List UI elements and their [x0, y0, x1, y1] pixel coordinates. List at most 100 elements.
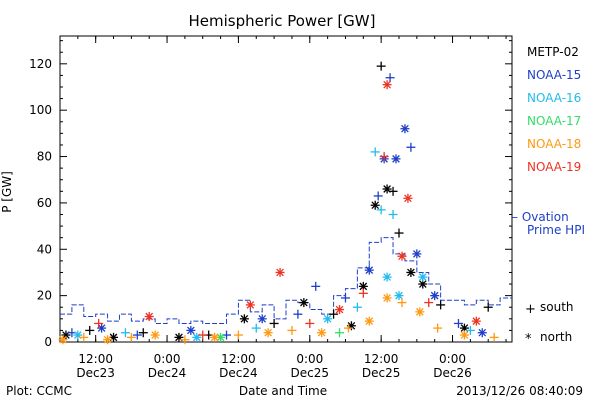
- x-tick-time-label: 12:00: [78, 352, 113, 366]
- marker-stroke: [460, 331, 469, 339]
- data-point: [103, 335, 113, 345]
- marker-key-text: north: [540, 330, 572, 344]
- data-point: [180, 335, 190, 345]
- data-point: [150, 330, 160, 340]
- x-tick-time-label: 12:00: [364, 352, 399, 366]
- marker-stroke: [264, 328, 272, 337]
- data-point: [94, 318, 104, 328]
- y-tick-label: 20: [37, 289, 52, 303]
- x-tick-date-label: Dec24: [148, 366, 187, 380]
- marker-stroke: [365, 317, 374, 325]
- data-point: [489, 332, 499, 342]
- marker-stroke: [401, 124, 409, 133]
- data-point: [251, 323, 261, 333]
- marker-key-text: south: [540, 300, 574, 314]
- data-point: [329, 309, 339, 319]
- data-point: [394, 228, 404, 238]
- y-tick-label: 100: [29, 103, 52, 117]
- marker-stroke: [300, 298, 308, 307]
- x-tick-date-label: Dec26: [433, 366, 472, 380]
- data-point: [394, 291, 404, 301]
- marker-stroke: [210, 333, 219, 342]
- marker-stroke: [246, 301, 255, 309]
- data-point: [97, 323, 107, 333]
- marker-stroke: [395, 291, 403, 300]
- data-point: [239, 314, 249, 324]
- x-tick-time-label: 0:00: [154, 352, 181, 366]
- marker-stroke: [413, 250, 421, 258]
- marker-stroke: [430, 291, 439, 300]
- x-tick-date-label: Dec25: [362, 366, 401, 380]
- data-point: [483, 302, 493, 312]
- marker-stroke: [371, 201, 380, 210]
- x-tick-time-label: 0:00: [296, 352, 323, 366]
- marker-stroke: [187, 326, 195, 335]
- chart-title: Hemispheric Power [GW]: [189, 12, 376, 30]
- data-point: [299, 298, 309, 308]
- marker-stroke: [418, 280, 427, 288]
- data-point: [364, 316, 374, 326]
- data-point: [477, 328, 487, 338]
- marker-stroke: [216, 333, 225, 342]
- data-point: [382, 293, 392, 303]
- data-point: [263, 328, 273, 338]
- data-point: [412, 249, 422, 259]
- data-point: [269, 318, 279, 328]
- data-point: [340, 293, 350, 303]
- legend-entry: NOAA-19: [527, 160, 581, 174]
- data-point: [370, 200, 380, 210]
- data-point: [459, 330, 469, 340]
- marker-stroke: [418, 273, 427, 281]
- marker-stroke: [404, 194, 412, 203]
- y-tick-label: 40: [37, 242, 52, 256]
- marker-stroke: [460, 324, 469, 332]
- y-axis-label: P [GW]: [0, 171, 14, 213]
- data-point: [391, 154, 401, 164]
- marker-stroke: [276, 268, 284, 277]
- x-axis-ticks: 12:00Dec230:00Dec2412:00Dec240:00Dec2512…: [59, 36, 507, 380]
- data-point: [424, 298, 434, 308]
- data-point: [198, 330, 208, 340]
- y-axis-ticks: 0 20 40 60 80 100 120: [29, 40, 512, 349]
- x-tick-date-label: Dec25: [291, 366, 330, 380]
- marker-stroke: [240, 314, 249, 323]
- legend-entry: METP-02: [527, 45, 579, 59]
- data-point: [388, 186, 398, 196]
- data-point: [397, 298, 407, 308]
- data-point: [418, 272, 428, 282]
- data-point: [233, 330, 243, 340]
- marker-stroke: [365, 266, 374, 274]
- legend-entry: NOAA-16: [527, 91, 581, 105]
- marker-stroke: [398, 252, 406, 261]
- legend-entry: NOAA-15: [527, 68, 581, 82]
- data-point: [126, 332, 136, 342]
- data-point: [465, 325, 475, 335]
- data-point: [382, 272, 392, 282]
- y-tick-label: 80: [37, 150, 52, 164]
- data-point: [73, 330, 83, 340]
- x-tick-date-label: Dec24: [219, 366, 258, 380]
- marker-stroke: [383, 80, 391, 89]
- marker-stroke: [97, 324, 106, 332]
- data-point: [382, 80, 392, 90]
- data-point: [287, 325, 297, 335]
- ovation-legend-text: Prime HPI: [527, 223, 585, 237]
- data-point: [335, 305, 345, 315]
- y-tick-label: 120: [29, 57, 52, 71]
- data-point: [79, 332, 89, 342]
- data-point: [317, 328, 327, 338]
- data-point: [186, 325, 196, 335]
- marker-stroke: [392, 155, 400, 163]
- data-points: [58, 61, 499, 345]
- marker-stroke: [335, 305, 344, 314]
- data-point: [352, 302, 362, 312]
- data-point: [415, 307, 425, 317]
- x-axis-label: Date and Time: [239, 384, 327, 398]
- marker-stroke: [415, 308, 424, 316]
- legend: METP-02 NOAA-15 NOAA-16 NOAA-17 NOAA-18 NOAA-…: [527, 45, 581, 174]
- data-point: [379, 152, 389, 162]
- data-point: [120, 328, 130, 338]
- ovation-legend-text: – Ovation: [512, 210, 569, 224]
